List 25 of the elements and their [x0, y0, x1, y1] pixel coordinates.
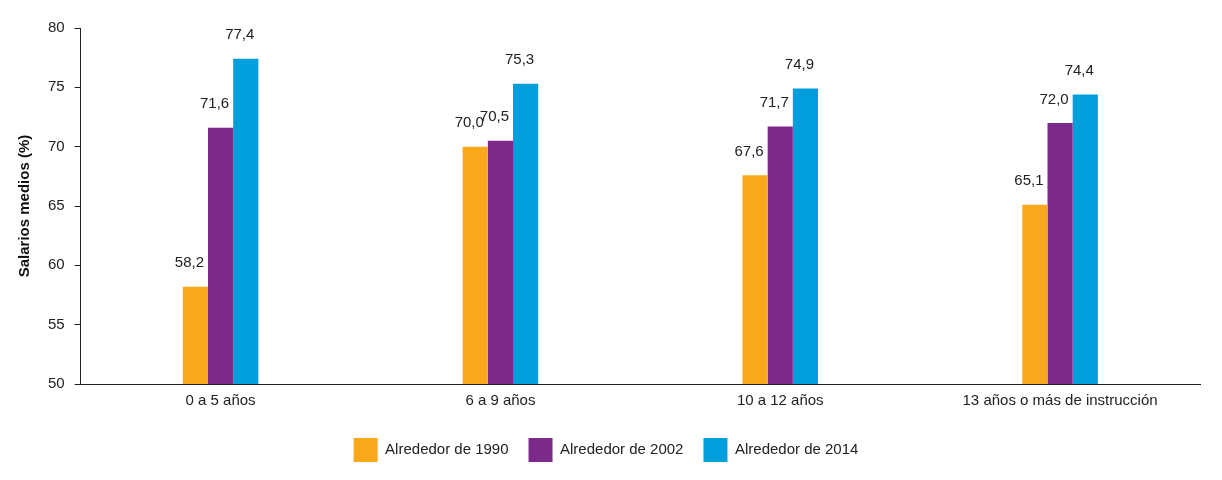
x-tick-label: 10 a 12 años [736, 391, 824, 409]
legend-label: Alrededor de 1990 [385, 440, 509, 458]
data-label: 77,4 [225, 25, 255, 43]
x-tick-label: 13 años o más de instrucción [962, 391, 1158, 409]
x-tick-label: 0 a 5 años [185, 391, 256, 409]
data-label: 58,2 [174, 253, 205, 271]
data-label: 71,7 [759, 93, 789, 111]
data-label: 71,6 [200, 94, 230, 112]
legend-label: Alrededor de 2002 [560, 440, 684, 458]
y-tick-label: 60 [48, 255, 65, 273]
data-label: 75,3 [505, 50, 535, 68]
y-tick-label: 80 [48, 18, 65, 36]
data-label: 67,6 [734, 141, 764, 159]
data-label: 65,1 [1014, 171, 1044, 189]
y-axis-title: Salarios medios (%) [15, 134, 33, 278]
legend-label: Alrededor de 2014 [734, 440, 859, 458]
data-label: 72,0 [1039, 89, 1069, 107]
y-tick-label: 55 [48, 314, 65, 332]
data-label: 74,9 [784, 55, 815, 73]
data-label: 74,4 [1064, 61, 1094, 79]
y-tick-label: 70 [48, 136, 65, 154]
y-tick-label: 50 [48, 374, 65, 392]
y-tick-label: 65 [48, 196, 65, 214]
x-tick-label: 6 a 9 años [465, 391, 536, 409]
y-tick-label: 75 [48, 77, 65, 95]
